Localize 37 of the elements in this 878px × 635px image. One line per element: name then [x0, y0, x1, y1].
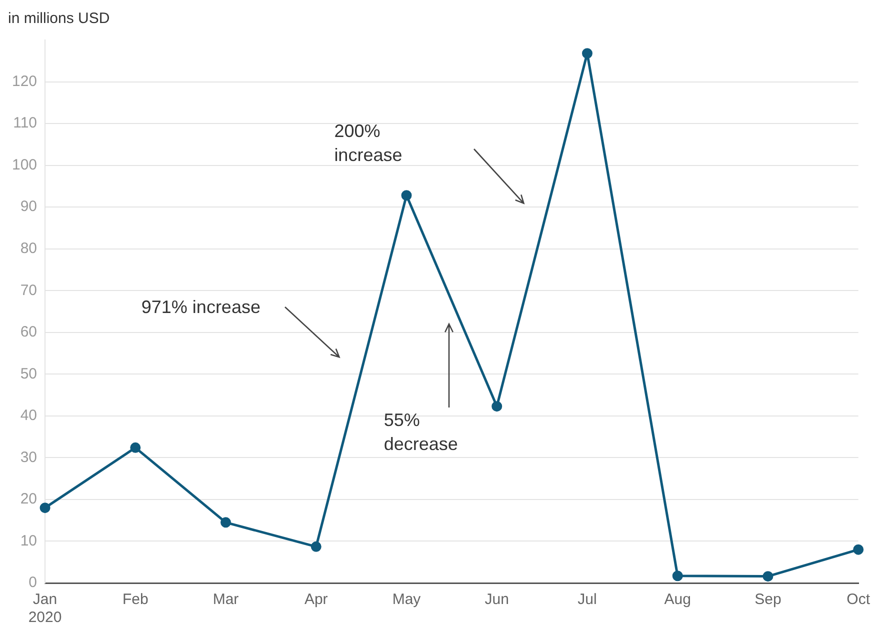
x-tick-label: May	[392, 591, 422, 608]
point	[310, 541, 322, 552]
point	[762, 571, 774, 582]
y-tick-label: 90	[20, 198, 38, 216]
y-tick-label: 10	[20, 532, 38, 550]
point	[40, 502, 50, 514]
x-tick-label: Mar	[212, 591, 239, 608]
y-tick-label: 20	[20, 490, 38, 508]
point	[220, 517, 232, 528]
y-tick-label: 110	[13, 114, 38, 132]
x-tick-label: Oct	[846, 591, 871, 608]
annotation: 971% increase	[141, 296, 262, 319]
y-tick-label: 80	[20, 240, 38, 257]
x-tick-label: Jan 2020	[28, 591, 62, 626]
point	[130, 442, 141, 453]
x-tick-label: Sep	[754, 591, 782, 608]
x-tick-label: Apr	[304, 591, 328, 608]
annotation: 55% decrease	[384, 408, 459, 456]
y-tick-label: 40	[20, 407, 38, 424]
y-tick-label: 100	[12, 156, 38, 174]
y-tick-label: 70	[20, 282, 38, 299]
y-tick-label: 120	[12, 72, 38, 90]
x-tick-label: Jun	[484, 591, 509, 608]
point	[582, 48, 592, 59]
x-tick-label: Jul	[578, 591, 597, 608]
point	[492, 401, 502, 412]
y-axis-title: in millions USD	[8, 10, 110, 27]
point	[401, 190, 412, 201]
y-tick-label: 30	[20, 448, 38, 466]
x-tick-label: Feb	[122, 591, 148, 608]
y-tick-label: 0	[28, 574, 38, 592]
y-tick-label: 50	[20, 365, 38, 382]
annotation: 200% increase	[334, 120, 404, 168]
y-tick-label: 60	[20, 324, 38, 341]
point	[853, 544, 864, 555]
point	[672, 570, 683, 582]
x-tick-label: Aug	[664, 591, 691, 608]
